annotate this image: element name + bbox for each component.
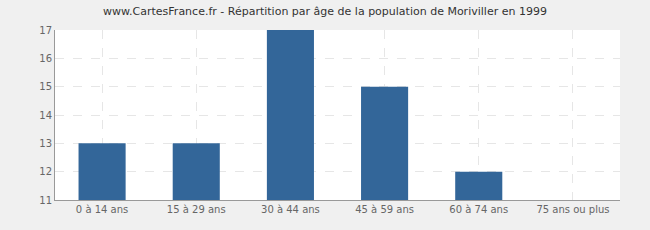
svg-text:75 ans ou plus: 75 ans ou plus (536, 204, 609, 215)
svg-text:16: 16 (39, 53, 52, 64)
svg-text:17: 17 (39, 25, 52, 36)
svg-text:0 à 14 ans: 0 à 14 ans (76, 204, 128, 215)
svg-text:www.CartesFrance.fr - Répartit: www.CartesFrance.fr - Répartition par âg… (103, 5, 547, 18)
svg-text:12: 12 (39, 166, 52, 177)
svg-text:13: 13 (39, 138, 52, 149)
svg-text:45 à 59 ans: 45 à 59 ans (355, 204, 414, 215)
svg-text:11: 11 (39, 195, 52, 206)
svg-text:30 à 44 ans: 30 à 44 ans (261, 204, 320, 215)
svg-text:15 à 29 ans: 15 à 29 ans (167, 204, 226, 215)
svg-text:15: 15 (39, 81, 52, 92)
svg-text:60 à 74 ans: 60 à 74 ans (449, 204, 508, 215)
svg-text:14: 14 (39, 110, 52, 121)
